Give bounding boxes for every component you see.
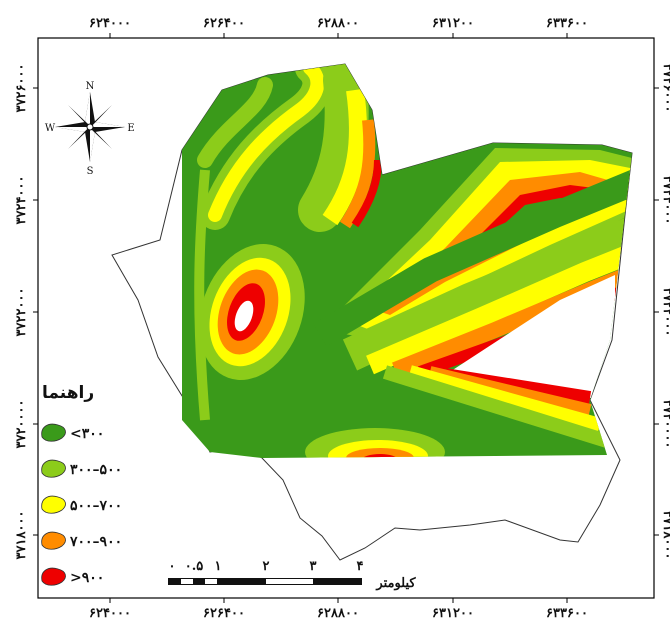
scale-label-3: ۳ — [310, 559, 317, 574]
legend-swatch — [41, 495, 66, 514]
scale-bar — [168, 578, 362, 585]
compass-n: N — [86, 81, 95, 92]
band-center-vertical — [298, 64, 382, 232]
scale-label-4: ۴ — [357, 559, 364, 574]
scale-unit: کیلومتر — [375, 576, 416, 591]
y-tick-right: ۳۷۲۴۰۰۰ — [660, 176, 670, 225]
x-tick-bottom: ۶۳۳۶۰۰ — [546, 606, 588, 621]
y-tick-left: ۳۷۱۸۰۰۰ — [14, 511, 29, 560]
band-top-left — [200, 64, 333, 230]
legend: <۳۰۰ ۳۰۰–۵۰۰ ۵۰۰–۷۰۰ ۷۰۰–۹۰۰ >۹۰۰ — [41, 423, 122, 586]
compass-s: S — [87, 166, 94, 177]
legend-title: راهنما — [42, 383, 94, 403]
raster-gap-right — [445, 275, 615, 398]
legend-label: ۳۰۰–۵۰۰ — [70, 462, 122, 478]
x-tick-bottom: ۶۲۶۴۰۰ — [203, 606, 245, 621]
scale-label-1: ۱ — [215, 559, 222, 574]
legend-swatch — [41, 531, 66, 550]
y-tick-right: ۳۷۲۰۰۰۰ — [660, 400, 670, 449]
y-tick-left: ۳۷۲۰۰۰۰ — [14, 400, 29, 449]
legend-label: ۷۰۰–۹۰۰ — [69, 534, 122, 550]
hotspot-left — [199, 244, 305, 380]
legend-swatch — [41, 423, 66, 442]
legend-label: >۹۰۰ — [70, 570, 104, 586]
scale-label-05: ۰.۵ — [185, 559, 204, 574]
band-upper-left-2 — [197, 77, 273, 168]
y-tick-right: ۳۷۲۲۰۰۰ — [660, 288, 670, 337]
legend-swatch — [41, 459, 66, 478]
x-tick-top: ۶۲۶۴۰۰ — [203, 16, 245, 31]
north-arrow-icon — [55, 92, 125, 162]
compass-e: E — [127, 123, 134, 134]
band-left-edge — [194, 169, 210, 421]
y-tick-left: ۳۷۲۲۰۰۰ — [14, 288, 29, 337]
x-tick-bottom: ۶۳۱۲۰۰ — [432, 606, 474, 621]
x-tick-bottom: ۶۲۸۸۰۰ — [317, 606, 359, 621]
y-tick-right: ۳۷۲۶۰۰۰ — [660, 64, 670, 113]
x-tick-top: ۶۳۱۲۰۰ — [432, 16, 474, 31]
legend-label: ۵۰۰–۷۰۰ — [70, 498, 122, 514]
legend-label: <۳۰۰ — [70, 426, 104, 442]
compass-w: W — [45, 123, 56, 134]
y-tick-right: ۳۷۱۸۰۰۰ — [660, 511, 670, 560]
interpolated-raster — [182, 64, 632, 458]
scale-label-0: ۰ — [169, 559, 176, 574]
x-tick-bottom: ۶۲۴۰۰۰ — [89, 606, 131, 621]
x-tick-top: ۶۲۸۸۰۰ — [317, 16, 359, 31]
scale-label-2: ۲ — [263, 559, 270, 574]
y-tick-left: ۳۷۲۴۰۰۰ — [14, 176, 29, 225]
y-tick-left: ۳۷۲۶۰۰۰ — [14, 64, 29, 113]
legend-swatch — [41, 567, 66, 586]
tick-marks — [33, 33, 659, 603]
x-tick-top: ۶۳۳۶۰۰ — [546, 16, 588, 31]
x-tick-top: ۶۲۴۰۰۰ — [89, 16, 131, 31]
hotspot-bottom — [305, 428, 445, 458]
